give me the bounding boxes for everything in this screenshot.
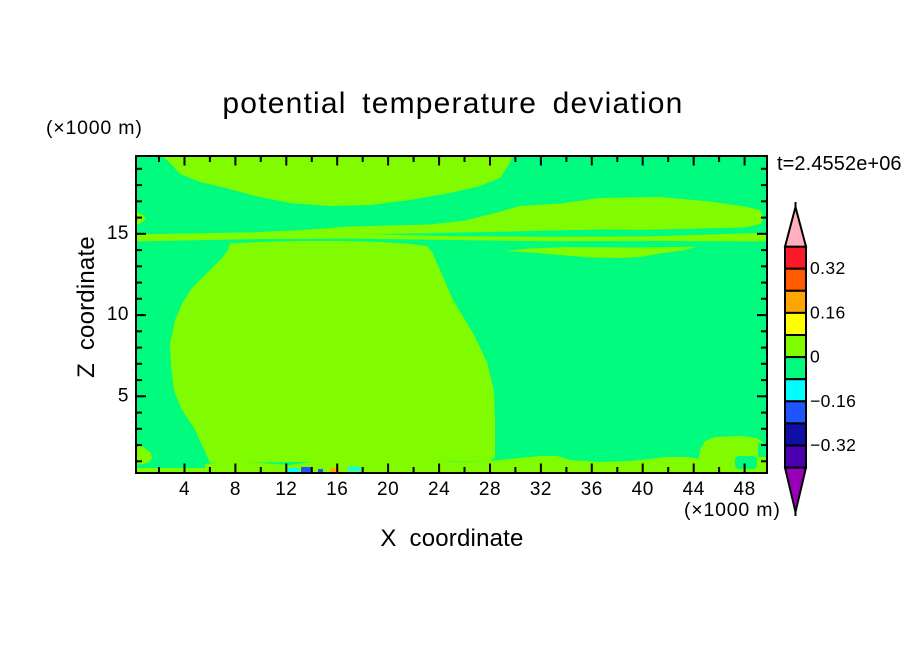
svg-text:−0.16: −0.16 — [810, 391, 856, 411]
svg-text:16: 16 — [326, 479, 348, 500]
svg-text:44: 44 — [683, 479, 705, 500]
svg-text:4: 4 — [179, 479, 190, 500]
svg-text:48: 48 — [734, 479, 756, 500]
svg-text:28: 28 — [479, 479, 501, 500]
svg-text:20: 20 — [377, 479, 399, 500]
svg-text:15: 15 — [107, 223, 129, 244]
svg-text:(×1000 m): (×1000 m) — [46, 117, 143, 139]
svg-text:40: 40 — [632, 479, 654, 500]
svg-text:potential temperature deviatio: potential temperature deviation — [222, 87, 683, 120]
svg-text:−0.32: −0.32 — [810, 435, 856, 455]
svg-text:0.32: 0.32 — [810, 258, 846, 278]
svg-text:8: 8 — [230, 479, 241, 500]
svg-text:(×1000 m): (×1000 m) — [684, 499, 781, 521]
svg-text:5: 5 — [118, 385, 129, 406]
svg-text:12: 12 — [275, 479, 297, 500]
svg-text:0.16: 0.16 — [810, 302, 846, 322]
svg-text:0: 0 — [810, 347, 820, 367]
svg-text:36: 36 — [581, 479, 603, 500]
svg-text:Z coordinate: Z coordinate — [73, 236, 100, 378]
svg-text:32: 32 — [530, 479, 552, 500]
svg-text:10: 10 — [107, 304, 129, 325]
svg-text:24: 24 — [428, 479, 450, 500]
svg-text:X coordinate: X coordinate — [380, 525, 523, 552]
svg-text:t=2.4552e+06: t=2.4552e+06 — [777, 153, 902, 175]
